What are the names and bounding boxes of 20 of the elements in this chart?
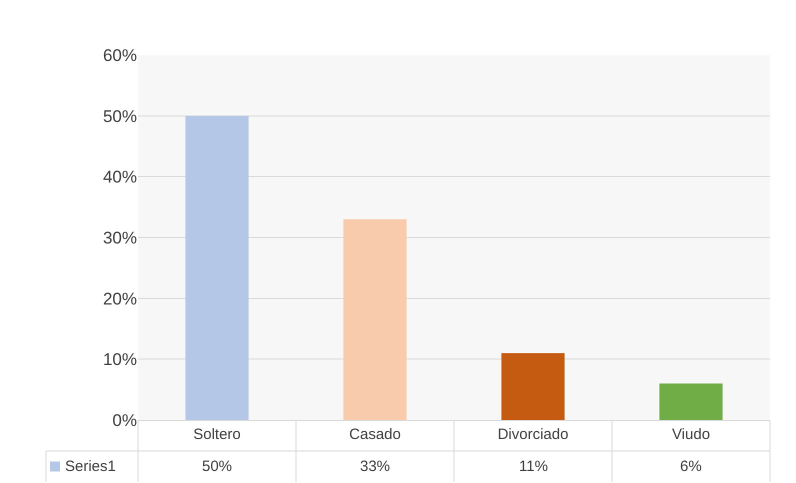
data-label: 33%: [360, 458, 390, 475]
x-tick-label: Casado: [349, 426, 401, 443]
y-tick-label: 30%: [102, 228, 137, 248]
x-tick-label: Divorciado: [498, 426, 568, 443]
legend-label: Series1: [65, 458, 116, 475]
x-tick-label: Viudo: [672, 426, 710, 443]
y-tick-label: 60%: [102, 46, 137, 65]
bar: [659, 384, 723, 420]
bar: [501, 353, 565, 420]
y-tick-label: 0%: [112, 410, 137, 430]
data-label: 11%: [519, 458, 548, 475]
y-tick-label: 40%: [102, 168, 137, 187]
y-tick-label: 10%: [102, 350, 137, 370]
x-tick-label: Soltero: [193, 426, 241, 443]
data-label: 6%: [680, 458, 702, 475]
bar: [185, 116, 249, 420]
data-label: 50%: [202, 458, 232, 475]
y-tick-label: 50%: [102, 106, 137, 126]
y-tick-label: 20%: [102, 289, 137, 308]
bar: [343, 219, 407, 420]
